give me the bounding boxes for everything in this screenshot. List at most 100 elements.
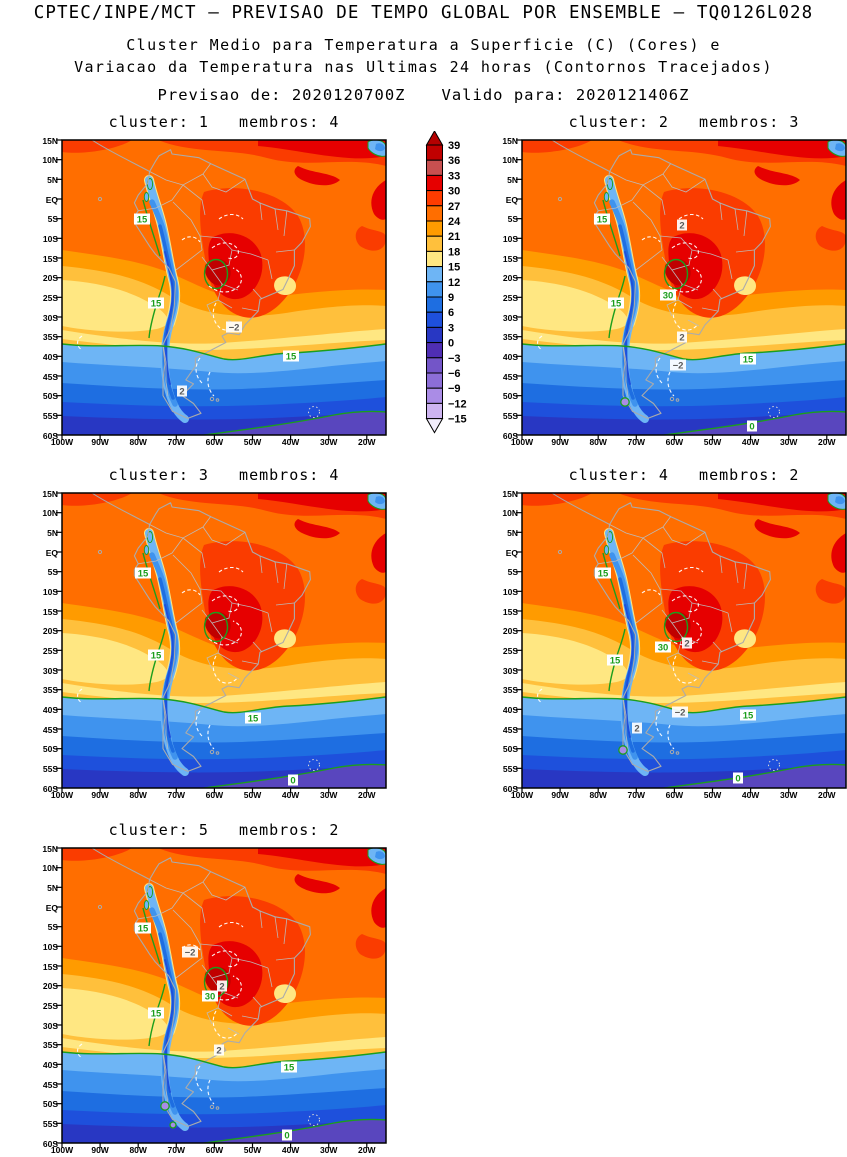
contour-label-box [281,1061,297,1073]
lon-tick-label: 40W [741,790,760,800]
lat-tick-label: 50S [502,744,518,755]
lat-tick-label: 45S [42,1079,58,1090]
lat-tick-label: 15N [42,135,58,146]
colorbar-cell [426,311,443,328]
lat-tick-label: 10S [42,941,58,952]
lat-tick-label: 5N [47,527,58,538]
temperature-map-cluster-2: 15 2 15 30 2 −2 15 0 [514,136,847,444]
lat-tick-label: EQ [45,194,58,205]
lon-tick-label: 40W [281,437,300,447]
contour-label-box [283,350,299,362]
colorbar-cell [426,235,443,252]
lat-tick-label: 5N [47,882,58,893]
colorbar-cell [426,326,443,344]
contour-label: 15 [611,299,622,310]
colorbar-tick-label: 15 [448,262,460,274]
lat-tick-label: 10S [42,586,58,597]
colorbar-cell [426,357,443,374]
lon-tick-label: 90W [91,790,109,800]
lon-tick-label: 70W [167,437,186,447]
lon-tick-label: 90W [551,790,569,800]
map-panel-cluster-5: cluster: 5 membros: 2 15 −2 2 30 15 2 15 0 15N 1… [42,821,386,1155]
lon-tick-label: 80W [589,437,607,447]
temperature-map-cluster-4: 15 30 2 15 −2 15 2 0 [514,489,847,797]
panel-title-cluster-5: cluster: 5 membros: 2 [108,821,340,839]
contour-label: 0 [749,422,754,433]
contour-label-box [245,712,261,724]
lat-tick-label: 5S [47,922,58,933]
contour-label-box [655,641,671,653]
figure-subtitle-line1: Cluster Medio para Temperatura a Superfi… [126,36,721,54]
lat-tick-label: 40S [42,351,58,362]
colorbar-tick-label: 21 [448,231,460,243]
contour-label: 15 [151,299,162,310]
panel-title-cluster-1: cluster: 1 membros: 4 [108,113,340,131]
contour-label: 0 [284,1131,289,1142]
contour-label: −2 [675,708,686,719]
lon-tick-label: 100W [50,437,74,447]
contour-label: 15 [137,215,148,226]
contour-label: 15 [151,651,162,662]
contour-label-box [677,219,687,231]
lon-tick-label: 50W [243,790,262,800]
lon-tick-label: 80W [129,790,147,800]
contour-label: 15 [248,714,259,725]
lat-tick-label: 5S [47,214,58,225]
lon-tick-label: 100W [510,790,534,800]
lat-tick-label: 5S [47,567,58,578]
lat-tick-label: 35S [502,685,518,696]
forecast-init-time: Previsao de: 2020120700Z [157,86,406,104]
lon-tick-label: 80W [589,790,607,800]
contour-label: 15 [610,656,621,667]
colorbar-cell [426,144,443,161]
contour-label: 30 [205,992,216,1003]
contour-label: 2 [679,333,684,344]
contour-label: 0 [290,776,295,787]
lat-tick-label: 30S [42,665,58,676]
contour-label: 15 [151,1009,162,1020]
colorbar-tick-label: 9 [448,292,454,304]
lat-tick-label: 45S [502,724,518,735]
lat-tick-label: 15S [42,961,58,972]
contour-label-box [677,331,687,343]
contour-label-box [182,946,198,958]
colorbar-tick-label: 36 [448,155,460,167]
colorbar-cell [426,402,443,420]
lat-tick-label: 15S [42,253,58,264]
contour-label-box [202,990,218,1002]
panel-title-cluster-4: cluster: 4 membros: 2 [568,466,800,484]
contour-label-box [226,321,242,333]
colorbar-cell [426,159,443,176]
colorbar-tick-label: 30 [448,186,460,198]
map-panel-cluster-4: cluster: 4 membros: 2 15 30 2 15 −2 15 2 0 15N 1… [502,466,846,800]
contour-label-box [148,649,164,661]
contour-label: 15 [286,352,297,363]
lon-tick-label: 50W [243,1145,262,1155]
lat-tick-label: 55S [42,763,58,774]
lon-tick-label: 70W [627,790,646,800]
lat-tick-label: 40S [42,704,58,715]
contour-label-box [747,420,757,432]
lat-tick-label: 25S [502,292,518,303]
lat-tick-label: 15S [502,253,518,264]
lat-tick-label: 45S [42,371,58,382]
lat-tick-label: 15N [502,135,518,146]
lat-tick-label: 60S [42,430,58,441]
contour-label-box [740,709,756,721]
colorbar-tick-label: −15 [448,414,467,426]
lon-tick-label: 70W [627,437,646,447]
lat-tick-label: 35S [502,332,518,343]
contour-label: 15 [743,711,754,722]
contour-label: −2 [229,323,240,334]
panel-title-cluster-2: cluster: 2 membros: 3 [568,113,800,131]
lon-tick-label: 80W [129,1145,147,1155]
lat-tick-label: 35S [42,332,58,343]
colorbar-tick-label: 0 [448,338,454,350]
lon-tick-label: 40W [281,1145,300,1155]
lat-tick-label: 55S [42,1118,58,1129]
lon-tick-label: 30W [779,790,798,800]
colorbar-cell [426,372,443,389]
contour-label-box [733,772,743,784]
